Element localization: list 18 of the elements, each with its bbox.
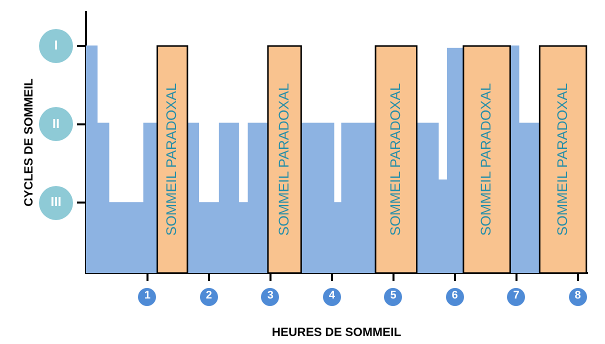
band-label: SOMMEIL PARADOXAL — [163, 83, 180, 236]
x-tick-label: 1 — [144, 290, 151, 302]
x-tick-label: 6 — [452, 290, 458, 302]
text: II — [52, 116, 60, 131]
band-label: SOMMEIL PARADOXAL — [478, 83, 494, 236]
band-label: SOMMEIL PARADOXAL — [386, 83, 403, 236]
x-tick-label: 3 — [267, 290, 274, 302]
text: I — [54, 38, 58, 53]
y-axis-title: CYCLES DE SOMMEIL — [22, 78, 36, 207]
x-tick-label: 7 — [513, 290, 520, 302]
x-tick-label: 8 — [574, 290, 581, 302]
x-axis-title: HEURES DE SOMMEIL — [272, 325, 402, 340]
text: III — [50, 194, 62, 210]
x-tick-label: 5 — [390, 290, 396, 302]
band-label: SOMMEIL PARADOXAL — [554, 83, 570, 236]
band-label: SOMMEIL PARADOXAL — [275, 83, 292, 236]
x-tick-label: 4 — [328, 290, 336, 302]
x-tick-label: 2 — [206, 290, 212, 302]
